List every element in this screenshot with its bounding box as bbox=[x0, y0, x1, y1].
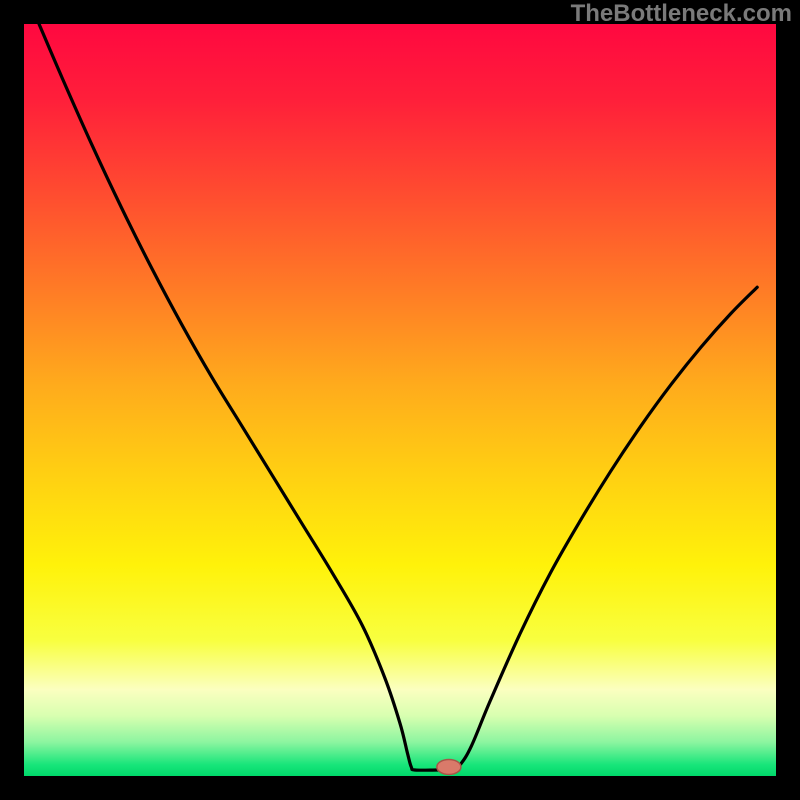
chart-svg bbox=[0, 0, 800, 800]
plot-background bbox=[24, 24, 776, 776]
chart-container: TheBottleneck.com bbox=[0, 0, 800, 800]
optimal-marker bbox=[437, 759, 461, 774]
